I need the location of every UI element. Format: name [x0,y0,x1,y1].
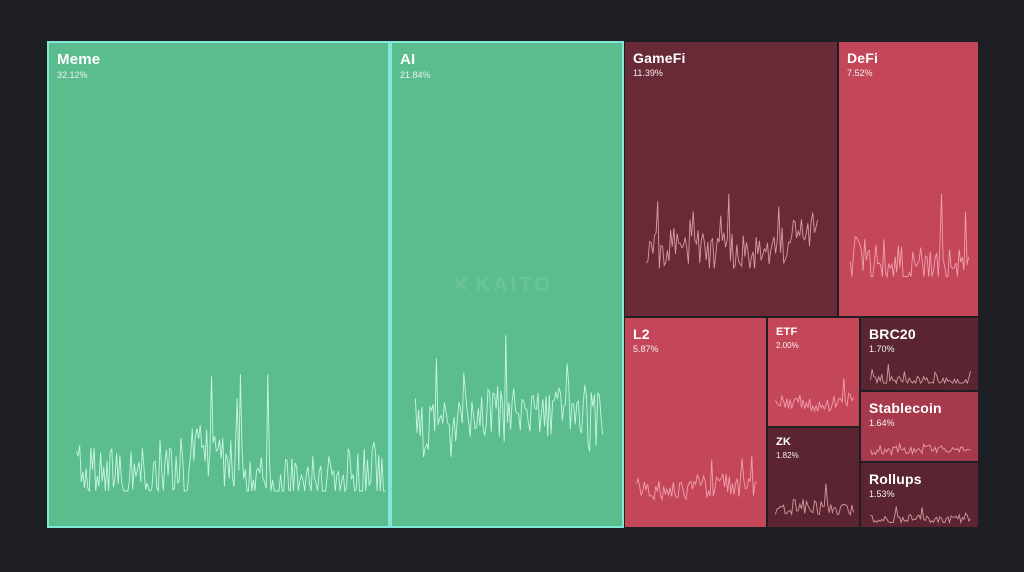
sparkline-path-rollups [870,506,971,525]
sparkline-path-ai [414,335,604,457]
tile-share-meme: 32.12% [57,70,88,80]
tile-share-defi: 7.52% [847,68,873,78]
sparkline-l2 [635,455,757,502]
tile-ai[interactable]: AI 21.84% [390,41,624,528]
tile-share-stablecoin: 1.64% [869,418,895,428]
tile-rollups[interactable]: Rollups 1.53% [860,462,979,528]
sparkline-brc20 [870,364,971,385]
kaito-watermark: ✕ KAITO [452,272,553,297]
tile-label-etf: ETF [776,326,798,338]
tile-label-zk: ZK [776,436,792,448]
sparkline-path-brc20 [870,364,971,385]
sparkline-meme [75,374,386,493]
sparkline-etf [775,378,854,413]
tile-etf[interactable]: ETF 2.00% [767,317,860,427]
tile-share-ai: 21.84% [400,70,431,80]
sparkline-path-l2 [635,455,757,502]
sparkline-path-meme [75,374,386,493]
tile-label-defi: DeFi [847,50,879,66]
tile-share-zk: 1.82% [776,451,799,460]
tile-zk[interactable]: ZK 1.82% [767,427,860,528]
kaito-logo-icon: ✕ [452,274,472,296]
tile-l2[interactable]: L2 5.87% [624,317,767,528]
tile-meme[interactable]: Meme 32.12% [47,41,390,528]
tile-label-rollups: Rollups [869,471,922,487]
sparkline-path-defi [849,193,970,279]
sparkline-path-etf [775,378,854,413]
tile-share-etf: 2.00% [776,341,799,350]
tile-gamefi[interactable]: GameFi 11.39% [624,41,838,317]
sparkline-path-zk [774,483,855,517]
sparkline-rollups [870,506,971,525]
sparkline-zk [774,483,855,517]
sparkline-ai [414,335,604,457]
tile-label-l2: L2 [633,326,650,342]
tile-label-ai: AI [400,51,416,68]
tile-label-stablecoin: Stablecoin [869,400,942,416]
tile-share-brc20: 1.70% [869,344,895,354]
tile-brc20[interactable]: BRC20 1.70% [860,317,979,391]
tile-stablecoin[interactable]: Stablecoin 1.64% [860,391,979,462]
tile-share-rollups: 1.53% [869,489,895,499]
sparkline-stablecoin [870,442,971,457]
tile-label-brc20: BRC20 [869,326,916,342]
tile-share-gamefi: 11.39% [633,68,663,78]
sparkline-gamefi [646,193,819,270]
tile-label-gamefi: GameFi [633,50,686,66]
tile-label-meme: Meme [57,51,101,68]
sparkline-defi [849,193,970,279]
sparkline-path-stablecoin [870,442,971,457]
sparkline-path-gamefi [646,193,819,270]
tile-defi[interactable]: DeFi 7.52% [838,41,979,317]
watermark-text: KAITO [475,274,553,296]
tile-share-l2: 5.87% [633,344,659,354]
